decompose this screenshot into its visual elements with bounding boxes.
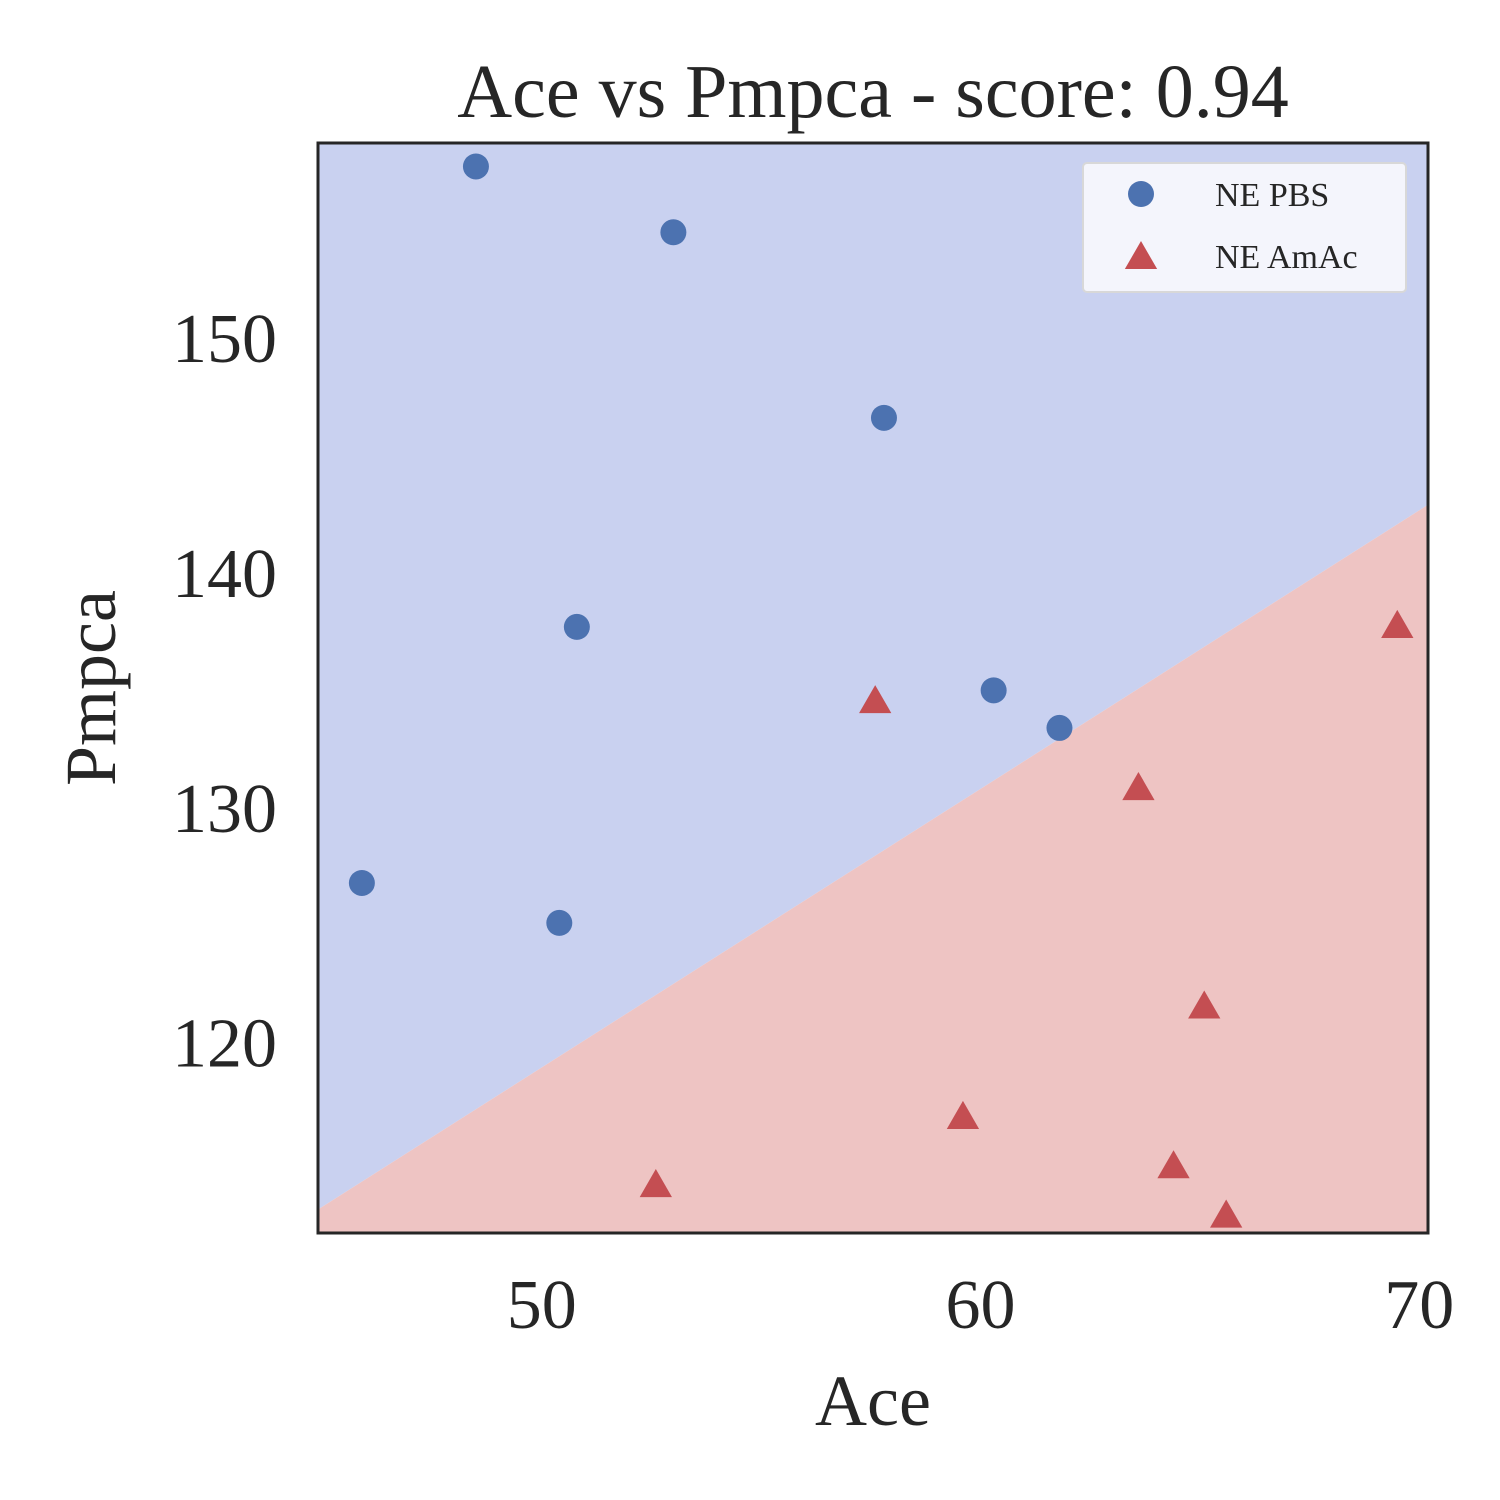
point-ne-pbs <box>980 677 1007 704</box>
point-ne-amac <box>946 1100 980 1129</box>
legend: NE PBS NE AmAc <box>1082 162 1407 293</box>
y-axis-ticks: 120 130 140 150 <box>172 301 277 1083</box>
chart-title: Ace vs Pmpca - score: 0.94 <box>457 50 1289 134</box>
point-ne-pbs <box>563 613 590 640</box>
x-tick-label: 50 <box>507 1267 577 1344</box>
legend-label-ne-amac: NE AmAc <box>1215 239 1358 276</box>
plot-frame <box>316 141 1430 1235</box>
data-points <box>348 153 1414 1228</box>
y-tick-label: 120 <box>172 1006 277 1083</box>
y-tick-label: 140 <box>172 536 277 613</box>
point-ne-pbs <box>660 219 687 246</box>
point-ne-amac <box>639 1169 672 1198</box>
y-axis-label: Pmpca <box>51 590 131 786</box>
region-ne-pbs <box>318 143 1428 1210</box>
point-ne-pbs <box>462 153 489 180</box>
y-tick-label: 150 <box>172 301 277 378</box>
x-tick-label: 60 <box>945 1267 1015 1344</box>
point-ne-amac <box>1381 609 1414 638</box>
decision-regions <box>318 143 1428 1233</box>
point-ne-amac <box>1157 1150 1190 1179</box>
x-axis-label: Ace <box>815 1361 931 1441</box>
legend-triangle-icon <box>1124 241 1158 270</box>
point-ne-pbs <box>546 909 573 936</box>
point-ne-pbs <box>870 404 897 431</box>
point-ne-amac <box>859 685 892 714</box>
x-tick-label: 70 <box>1384 1267 1454 1344</box>
point-ne-amac <box>1210 1199 1243 1228</box>
x-axis-ticks: 50 60 70 <box>507 1267 1454 1344</box>
legend-circle-icon <box>1128 181 1154 207</box>
region-ne-amac <box>318 504 1428 1233</box>
legend-box <box>1082 162 1407 293</box>
point-ne-pbs <box>1046 714 1073 741</box>
legend-marker-ne-amac <box>1124 241 1158 270</box>
legend-label-ne-pbs: NE PBS <box>1215 177 1329 214</box>
legend-marker-ne-pbs <box>1128 181 1154 207</box>
y-tick-label: 130 <box>172 771 277 848</box>
point-ne-amac <box>1188 990 1221 1019</box>
point-ne-pbs <box>348 869 375 896</box>
point-ne-amac <box>1122 772 1155 801</box>
